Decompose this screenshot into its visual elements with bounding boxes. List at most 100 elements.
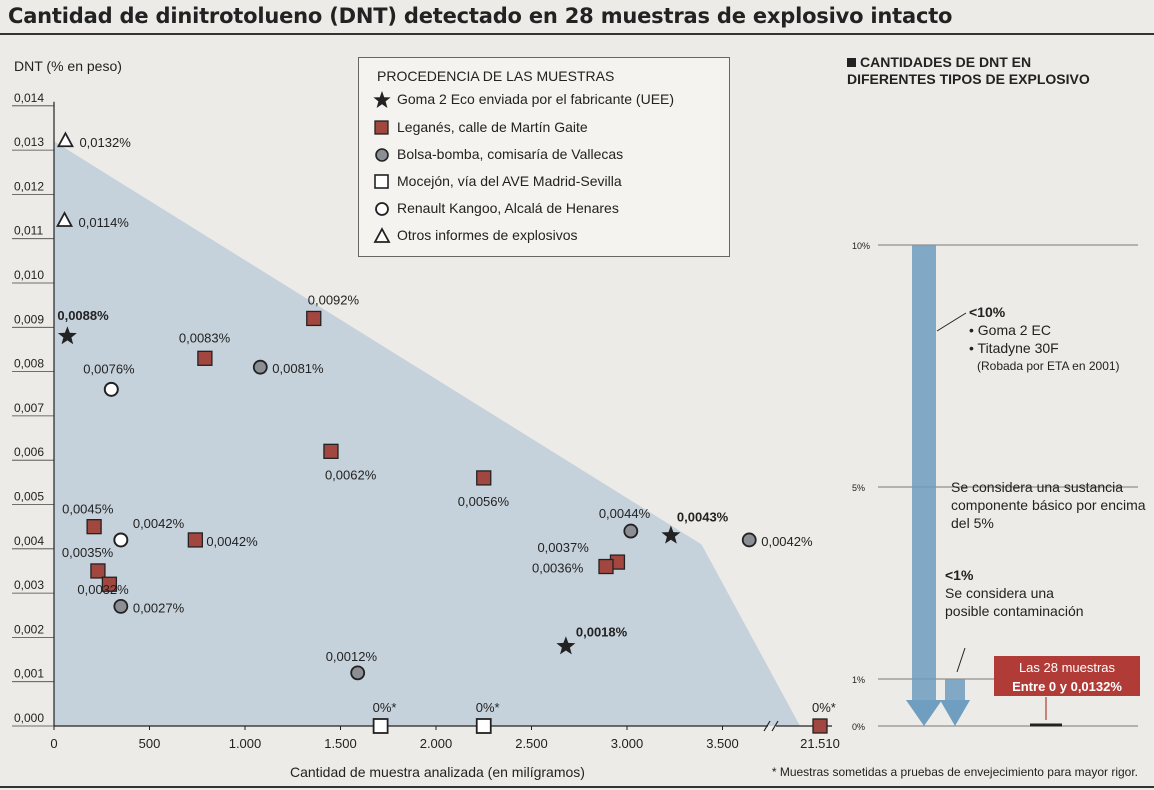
square-point: [812, 718, 828, 734]
data-label: 0,0045%: [62, 502, 114, 517]
square-point: [90, 563, 106, 579]
y-tick-label: 0,002: [14, 622, 44, 636]
side-scale-label: 10%: [852, 241, 870, 251]
upper-note: (Robada por ETA en 2001): [977, 359, 1120, 373]
legend-label: Mocejón, vía del AVE Madrid-Sevilla: [397, 173, 622, 189]
lower-arrowhead: [940, 700, 970, 726]
y-tick-label: 0,014: [14, 91, 44, 105]
open-square-point: [475, 718, 492, 734]
data-label: 0%*: [476, 700, 500, 715]
data-label: 0,0114%: [79, 215, 130, 230]
side-heading-text: CANTIDADES DE DNT EN DIFERENTES TIPOS DE…: [847, 54, 1090, 87]
square-icon: [374, 120, 389, 135]
y-tick-label: 0,008: [14, 357, 44, 371]
y-tick-label: 0,010: [14, 268, 44, 282]
y-axis-label: DNT (% en peso): [14, 58, 122, 74]
triangle-icon: [373, 227, 391, 244]
circle-point: [623, 523, 639, 539]
x-tick-label: 1.500: [324, 736, 357, 751]
triangle-point: [55, 211, 74, 227]
open-circle-icon: [375, 202, 389, 217]
y-tick-label: 0,006: [14, 445, 44, 459]
upper-label: <10%: [969, 304, 1006, 320]
y-tick-label: 0,011: [14, 224, 43, 238]
legend-label: Otros informes de explosivos: [397, 227, 578, 243]
data-label: 0%*: [812, 700, 836, 715]
square-bullet-icon: [847, 58, 856, 67]
y-tick-label: 0,003: [14, 578, 44, 592]
y-tick-label: 0,013: [14, 135, 44, 149]
data-label: 0,0088%: [57, 308, 109, 323]
circle-point: [113, 598, 129, 614]
x-tick-label: 2.000: [420, 736, 453, 751]
legend-label: Renault Kangoo, Alcalá de Henares: [397, 200, 619, 216]
legend-label: Bolsa-bomba, comisaría de Vallecas: [397, 146, 624, 162]
open-circle-point: [113, 532, 129, 548]
legend-label: Leganés, calle de Martín Gaite: [397, 119, 588, 135]
x-tick-label: 3.500: [706, 736, 739, 751]
open-square-point: [372, 718, 389, 734]
y-tick-label: 0,009: [14, 312, 44, 326]
lower-text: Se considera una posible contaminación: [945, 585, 1084, 619]
lower-bar: [945, 679, 965, 703]
side-scale-label: 5%: [852, 483, 865, 493]
legend-item: Goma 2 Eco enviada por el fabricante (UE…: [373, 91, 674, 109]
square-point: [598, 558, 614, 575]
data-label: 0,0081%: [272, 361, 324, 376]
shaded-region: [54, 141, 800, 727]
circle-icon: [375, 148, 389, 163]
square-point: [306, 310, 322, 327]
open-square-icon: [374, 174, 389, 190]
chart-title: Cantidad de dinitrotolueno (DNT) detecta…: [8, 4, 953, 28]
data-label: 0,0062%: [325, 467, 377, 482]
data-label: 0,0035%: [62, 545, 114, 560]
data-label: 0,0076%: [83, 361, 135, 376]
footnote: * Muestras sometidas a pruebas de enveje…: [771, 765, 1138, 779]
middle-annotation: Se considera una sustancia componente bá…: [951, 479, 1146, 531]
data-label: 0%*: [373, 700, 397, 715]
data-label: 0,0036%: [532, 561, 584, 576]
lower-annotation: <1% Se considera una posible contaminaci…: [945, 566, 1095, 620]
summary-line-1: Las 28 muestras: [1018, 660, 1116, 675]
y-tick-label: 0,012: [14, 179, 44, 193]
axis-break: [763, 720, 779, 732]
side-panel-heading: CANTIDADES DE DNT EN DIFERENTES TIPOS DE…: [847, 54, 1097, 88]
data-label: 0,0042%: [761, 534, 813, 549]
lower-label: <1%: [945, 567, 974, 583]
y-tick-label: 0,004: [14, 534, 44, 548]
legend-box: PROCEDENCIA DE LAS MUESTRAS Goma 2 Eco e…: [358, 57, 730, 257]
square-point: [323, 443, 339, 459]
upper-item: • Titadyne 30F: [969, 340, 1059, 356]
square-point: [86, 519, 102, 535]
data-label: 0,0092%: [308, 292, 360, 307]
open-circle-point: [103, 381, 119, 397]
legend-item: Bolsa-bomba, comisaría de Vallecas: [373, 146, 623, 164]
data-label: 0,0042%: [206, 534, 258, 549]
data-label: 0,0042%: [133, 516, 185, 531]
y-tick-label: 0,007: [14, 401, 44, 415]
data-label: 0,0032%: [77, 582, 129, 597]
upper-item: • Goma 2 EC: [969, 322, 1051, 338]
x-tick-label: 2.500: [515, 736, 548, 751]
data-label: 0,0012%: [326, 649, 378, 664]
data-label: 0,0043%: [677, 510, 729, 525]
triangle-point: [56, 131, 74, 148]
x-tick-label: 0: [50, 736, 57, 751]
square-point: [101, 576, 118, 592]
side-scale-label: 1%: [852, 675, 865, 685]
data-label: 0,0056%: [458, 494, 510, 509]
data-label: 0,0027%: [133, 600, 185, 615]
x-tick-label: 1.000: [229, 736, 262, 751]
star-point: [556, 636, 576, 655]
data-label: 0,0083%: [179, 330, 231, 345]
data-label: 0,0037%: [537, 540, 589, 555]
upper-arrowhead: [906, 700, 942, 726]
x-axis-label: Cantidad de muestra analizada (en milígr…: [290, 764, 585, 780]
legend-heading: PROCEDENCIA DE LAS MUESTRAS: [377, 68, 615, 84]
data-label: 0,0132%: [79, 135, 131, 150]
side-scale-label: 0%: [852, 722, 865, 732]
summary-box: Las 28 muestras Entre 0 y 0,0132%: [994, 656, 1140, 696]
upper-annotation: <10% • Goma 2 EC • Titadyne 30F (Robada …: [969, 303, 1154, 375]
bottom-rule: [0, 786, 1154, 788]
square-point: [187, 532, 203, 548]
